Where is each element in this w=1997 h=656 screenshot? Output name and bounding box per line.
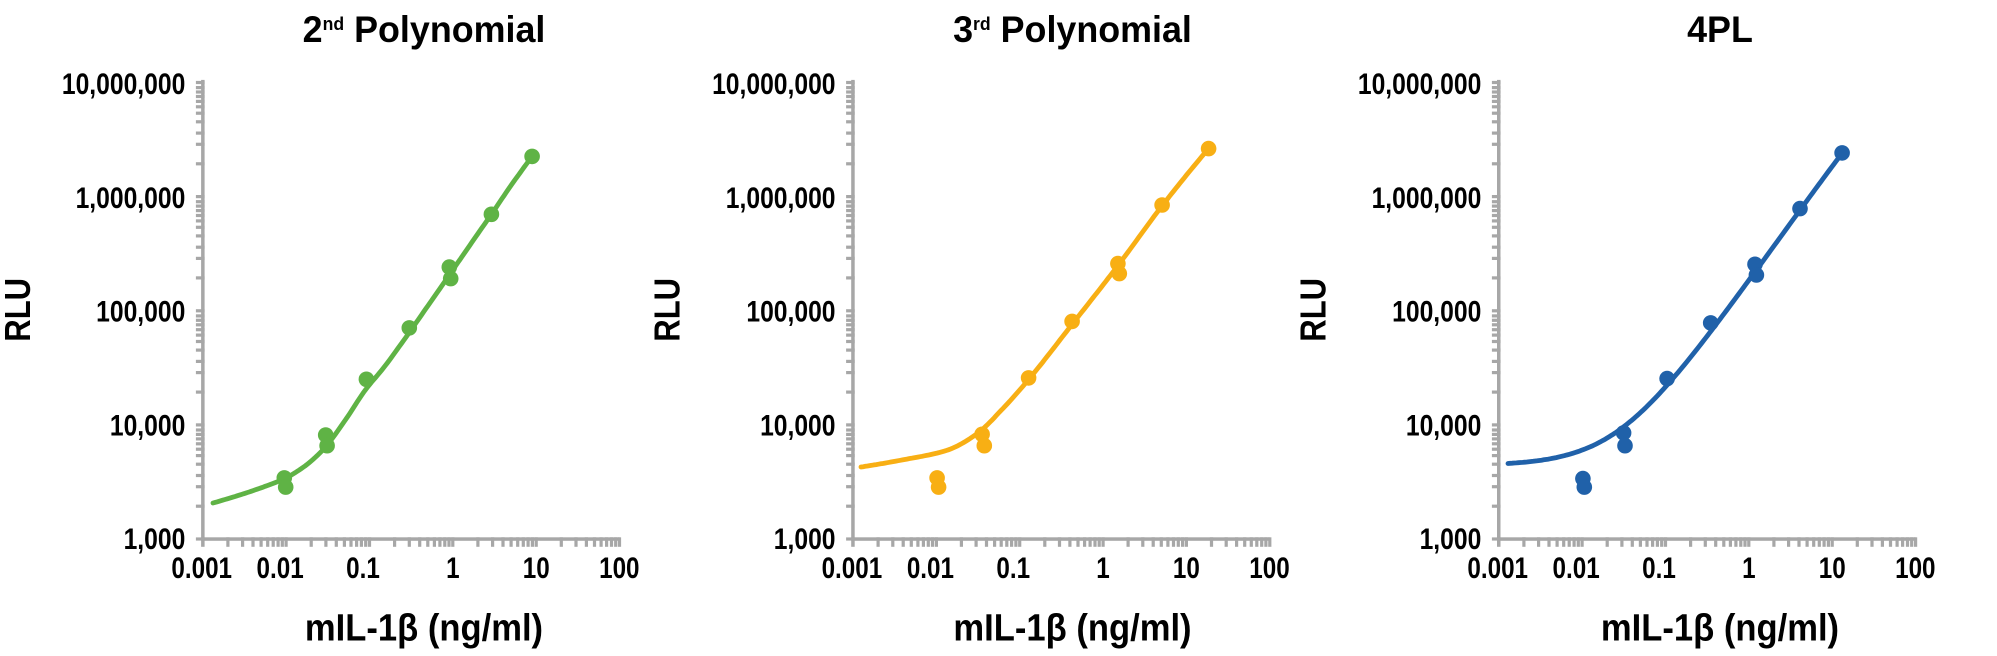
svg-text:100: 100 xyxy=(1895,552,1935,585)
svg-text:0.01: 0.01 xyxy=(1553,552,1600,585)
svg-text:RLU: RLU xyxy=(1295,278,1334,342)
svg-text:0.001: 0.001 xyxy=(171,552,232,585)
svg-text:1: 1 xyxy=(1096,552,1110,585)
svg-text:1,000,000: 1,000,000 xyxy=(1372,182,1482,214)
svg-text:100,000: 100,000 xyxy=(96,296,185,328)
svg-text:0.001: 0.001 xyxy=(822,552,883,585)
svg-text:1,000: 1,000 xyxy=(1420,523,1482,555)
svg-text:0.1: 0.1 xyxy=(996,552,1030,585)
svg-text:RLU: RLU xyxy=(649,278,688,342)
svg-text:mIL-1β (ng/ml): mIL-1β (ng/ml) xyxy=(953,606,1191,649)
svg-text:10,000: 10,000 xyxy=(110,409,185,441)
svg-text:0.01: 0.01 xyxy=(907,552,954,585)
svg-text:10: 10 xyxy=(1819,552,1846,585)
svg-text:0.001: 0.001 xyxy=(1467,552,1528,585)
svg-text:100,000: 100,000 xyxy=(1392,296,1481,328)
svg-text:2nd Polynomial: 2nd Polynomial xyxy=(303,9,546,50)
svg-text:1,000,000: 1,000,000 xyxy=(726,182,836,214)
svg-text:10,000,000: 10,000,000 xyxy=(62,68,185,100)
svg-text:1: 1 xyxy=(446,552,460,585)
svg-text:mIL-1β (ng/ml): mIL-1β (ng/ml) xyxy=(1601,606,1839,649)
svg-text:1,000: 1,000 xyxy=(124,523,186,555)
svg-text:0.1: 0.1 xyxy=(1642,552,1676,585)
svg-text:10: 10 xyxy=(523,552,550,585)
svg-text:100: 100 xyxy=(599,552,639,585)
svg-text:RLU: RLU xyxy=(0,278,39,342)
svg-text:10,000: 10,000 xyxy=(760,409,835,441)
svg-text:1,000: 1,000 xyxy=(774,523,836,555)
svg-text:1: 1 xyxy=(1742,552,1756,585)
svg-text:3rd Polynomial: 3rd Polynomial xyxy=(953,9,1192,50)
svg-text:0.1: 0.1 xyxy=(346,552,380,585)
svg-text:10: 10 xyxy=(1173,552,1200,585)
svg-text:10,000: 10,000 xyxy=(1406,409,1481,441)
svg-text:100,000: 100,000 xyxy=(746,296,835,328)
svg-text:4PL: 4PL xyxy=(1687,9,1753,50)
svg-text:10,000,000: 10,000,000 xyxy=(1358,68,1481,100)
svg-text:0.01: 0.01 xyxy=(257,552,304,585)
svg-text:mIL-1β (ng/ml): mIL-1β (ng/ml) xyxy=(305,606,543,649)
svg-text:100: 100 xyxy=(1249,552,1289,585)
svg-text:1,000,000: 1,000,000 xyxy=(76,182,186,214)
svg-text:10,000,000: 10,000,000 xyxy=(712,68,835,100)
